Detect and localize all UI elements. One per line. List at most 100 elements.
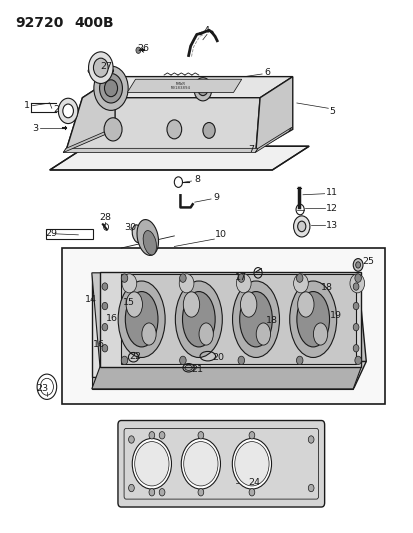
Circle shape bbox=[102, 324, 107, 331]
Circle shape bbox=[128, 484, 134, 492]
Text: 4: 4 bbox=[204, 26, 209, 35]
Circle shape bbox=[181, 439, 220, 489]
Circle shape bbox=[352, 344, 358, 352]
Text: 11: 11 bbox=[325, 188, 337, 197]
Circle shape bbox=[104, 80, 117, 96]
Text: 25: 25 bbox=[361, 257, 373, 266]
Circle shape bbox=[237, 274, 244, 282]
Circle shape bbox=[202, 123, 215, 139]
Text: 9: 9 bbox=[213, 193, 218, 203]
Circle shape bbox=[166, 120, 181, 139]
Polygon shape bbox=[93, 361, 366, 388]
Ellipse shape bbox=[143, 231, 156, 255]
Ellipse shape bbox=[132, 225, 142, 243]
Circle shape bbox=[149, 489, 154, 496]
Text: 8: 8 bbox=[193, 175, 199, 184]
Circle shape bbox=[149, 432, 154, 439]
Circle shape bbox=[93, 58, 108, 77]
Text: 400B: 400B bbox=[74, 16, 114, 30]
Ellipse shape bbox=[297, 292, 313, 317]
Polygon shape bbox=[92, 377, 352, 389]
FancyBboxPatch shape bbox=[118, 421, 324, 507]
Ellipse shape bbox=[182, 292, 215, 347]
Circle shape bbox=[134, 442, 169, 486]
Circle shape bbox=[308, 484, 313, 492]
Ellipse shape bbox=[313, 323, 327, 345]
Ellipse shape bbox=[289, 281, 336, 358]
Ellipse shape bbox=[183, 292, 199, 317]
Circle shape bbox=[297, 221, 305, 232]
Text: 19: 19 bbox=[329, 311, 341, 319]
Text: 26: 26 bbox=[138, 44, 150, 53]
Circle shape bbox=[293, 216, 309, 237]
Text: 24: 24 bbox=[248, 478, 260, 487]
Text: 12: 12 bbox=[325, 204, 337, 213]
Text: 18: 18 bbox=[320, 283, 332, 292]
Text: 3: 3 bbox=[32, 124, 38, 133]
Text: 13: 13 bbox=[325, 221, 337, 230]
Text: 18: 18 bbox=[266, 316, 278, 325]
Circle shape bbox=[102, 344, 107, 352]
Circle shape bbox=[352, 324, 358, 331]
Circle shape bbox=[179, 274, 186, 282]
Text: 23: 23 bbox=[37, 384, 49, 393]
Circle shape bbox=[193, 78, 211, 101]
Ellipse shape bbox=[199, 323, 213, 345]
Polygon shape bbox=[92, 273, 361, 367]
Text: 16: 16 bbox=[93, 340, 104, 349]
Ellipse shape bbox=[125, 292, 158, 347]
Polygon shape bbox=[66, 98, 259, 150]
Text: 22: 22 bbox=[129, 352, 141, 361]
Circle shape bbox=[121, 356, 128, 365]
Ellipse shape bbox=[232, 281, 279, 358]
Text: 27: 27 bbox=[100, 62, 112, 70]
Text: 10: 10 bbox=[215, 230, 227, 239]
Ellipse shape bbox=[239, 292, 272, 347]
Ellipse shape bbox=[118, 281, 165, 358]
Circle shape bbox=[352, 283, 358, 290]
Text: 7: 7 bbox=[247, 145, 253, 154]
Text: 1: 1 bbox=[24, 101, 30, 110]
Text: 16: 16 bbox=[106, 314, 118, 322]
Text: 14: 14 bbox=[84, 295, 96, 304]
Circle shape bbox=[352, 302, 358, 310]
Circle shape bbox=[100, 74, 122, 103]
Polygon shape bbox=[92, 367, 361, 389]
Circle shape bbox=[354, 356, 361, 365]
Polygon shape bbox=[254, 127, 291, 152]
Circle shape bbox=[104, 118, 122, 141]
Circle shape bbox=[159, 489, 164, 496]
Polygon shape bbox=[92, 273, 352, 377]
FancyBboxPatch shape bbox=[62, 248, 384, 403]
Circle shape bbox=[135, 47, 140, 53]
Text: 17: 17 bbox=[234, 272, 246, 281]
Text: 15: 15 bbox=[122, 298, 134, 307]
Text: 6: 6 bbox=[263, 68, 270, 77]
Circle shape bbox=[197, 83, 207, 95]
Circle shape bbox=[159, 432, 164, 439]
Ellipse shape bbox=[126, 292, 142, 317]
Circle shape bbox=[94, 66, 128, 110]
Circle shape bbox=[352, 259, 362, 271]
Circle shape bbox=[102, 302, 107, 310]
Circle shape bbox=[355, 262, 360, 268]
Circle shape bbox=[249, 489, 254, 496]
Polygon shape bbox=[100, 272, 361, 367]
Circle shape bbox=[197, 432, 203, 439]
Circle shape bbox=[121, 274, 128, 282]
Circle shape bbox=[237, 356, 244, 365]
Polygon shape bbox=[255, 77, 292, 150]
Circle shape bbox=[349, 274, 364, 293]
Polygon shape bbox=[63, 127, 115, 152]
Text: 21: 21 bbox=[191, 365, 203, 374]
Text: 5: 5 bbox=[329, 108, 335, 116]
Circle shape bbox=[58, 98, 78, 124]
Circle shape bbox=[183, 442, 218, 486]
Text: MMWR
MD183894: MMWR MD183894 bbox=[170, 82, 190, 91]
Polygon shape bbox=[100, 277, 366, 361]
Circle shape bbox=[179, 274, 193, 293]
Ellipse shape bbox=[240, 292, 256, 317]
Circle shape bbox=[293, 274, 308, 293]
Ellipse shape bbox=[137, 220, 158, 255]
Text: 28: 28 bbox=[99, 214, 111, 222]
